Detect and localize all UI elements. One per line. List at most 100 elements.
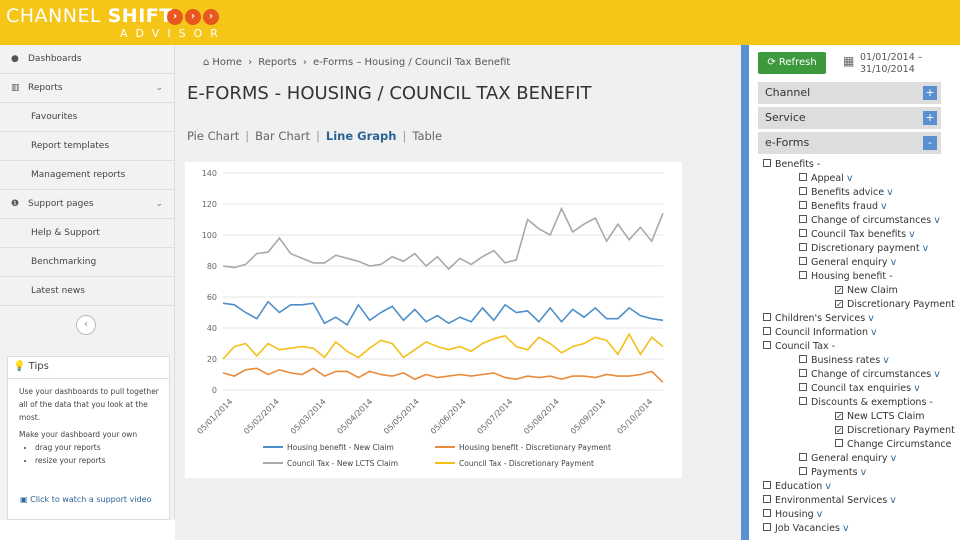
breadcrumb-home[interactable]: Home <box>212 57 242 68</box>
expand-icon[interactable]: v <box>931 215 940 226</box>
checkbox-checked[interactable]: ✓ <box>835 426 843 435</box>
expand-icon[interactable]: v <box>919 243 929 254</box>
tab-table[interactable]: Table <box>412 129 443 143</box>
sidebar-item-management-reports[interactable]: Management reports <box>0 161 175 190</box>
tree-item[interactable]: Change of circumstances v <box>799 368 940 382</box>
checkbox[interactable] <box>799 355 807 363</box>
checkbox[interactable] <box>799 383 807 391</box>
tree-item[interactable]: Benefits advice v <box>799 186 893 200</box>
tab-line-graph[interactable]: Line Graph <box>325 129 397 143</box>
checkbox[interactable] <box>799 397 807 405</box>
checkbox[interactable] <box>799 271 807 279</box>
checkbox[interactable] <box>799 453 807 461</box>
checkbox[interactable] <box>799 467 807 475</box>
tree-item[interactable]: Council Information v <box>763 326 877 340</box>
expand-icon[interactable]: v <box>931 369 940 380</box>
collapse-icon[interactable]: - <box>813 159 821 170</box>
sidebar-item-report-templates[interactable]: Report templates <box>0 132 175 161</box>
tree-item[interactable]: Children's Services v <box>763 312 874 326</box>
checkbox-checked[interactable]: ✓ <box>835 412 843 421</box>
tree-item[interactable]: Education v <box>763 480 831 494</box>
accordion-service[interactable]: Service + <box>758 107 941 129</box>
collapse-sidebar-button[interactable]: ‹ <box>76 315 96 335</box>
series-line[interactable] <box>222 300 664 327</box>
expand-icon[interactable]: v <box>822 481 831 492</box>
tree-item[interactable]: Change of circumstances v <box>799 214 940 228</box>
tree-item[interactable]: ✓ New Claim <box>835 284 898 298</box>
expand-icon[interactable]: v <box>839 523 849 534</box>
checkbox[interactable] <box>799 243 807 251</box>
checkbox[interactable] <box>799 187 807 195</box>
checkbox[interactable] <box>763 495 771 503</box>
expand-icon[interactable]: + <box>923 111 937 125</box>
tab-bar-chart[interactable]: Bar Chart <box>255 129 311 143</box>
sidebar-item-support-pages[interactable]: ❶ Support pages ⌄ <box>0 190 175 219</box>
expand-icon[interactable]: v <box>880 355 889 366</box>
brand-logo[interactable]: CHANNEL SHIFT <box>6 5 173 27</box>
expand-icon[interactable]: v <box>887 453 897 464</box>
collapse-icon[interactable]: - <box>923 136 937 150</box>
sidebar-item-benchmarking[interactable]: Benchmarking <box>0 248 175 277</box>
collapse-icon[interactable]: - <box>886 271 893 282</box>
expand-icon[interactable]: v <box>884 187 893 198</box>
tree-item[interactable]: Council Tax - <box>763 340 835 354</box>
sidebar-item-help-support[interactable]: Help & Support <box>0 219 175 248</box>
tree-item[interactable]: Council tax enquiries v <box>799 382 920 396</box>
expand-icon[interactable]: v <box>878 201 887 212</box>
series-line[interactable] <box>222 367 664 383</box>
sidebar-item-latest-news[interactable]: Latest news <box>0 277 175 306</box>
series-line[interactable] <box>222 332 664 360</box>
checkbox[interactable] <box>763 313 771 321</box>
checkbox-checked[interactable]: ✓ <box>835 286 843 295</box>
checkbox[interactable] <box>763 481 771 489</box>
expand-icon[interactable]: v <box>887 495 896 506</box>
checkbox[interactable] <box>799 201 807 209</box>
sidebar-item-reports[interactable]: ▥ Reports ⌄ <box>0 74 175 103</box>
tree-item[interactable]: Environmental Services v <box>763 494 896 508</box>
legend-label[interactable]: Council Tax - Discretionary Payment <box>459 459 594 468</box>
checkbox[interactable] <box>763 341 771 349</box>
expand-icon[interactable]: v <box>906 229 915 240</box>
date-range[interactable]: 01/01/2014 –31/10/2014 <box>860 52 923 76</box>
checkbox[interactable] <box>799 215 807 223</box>
sidebar-item-favourites[interactable]: Favourites <box>0 103 175 132</box>
collapse-icon[interactable]: - <box>926 397 933 408</box>
support-video-link[interactable]: ▣ Click to watch a support video <box>20 495 151 504</box>
tree-item[interactable]: General enquiry v <box>799 256 896 270</box>
tree-item[interactable]: Council Tax benefits v <box>799 228 915 242</box>
expand-icon[interactable]: v <box>865 313 874 324</box>
checkbox-checked[interactable]: ✓ <box>835 300 843 309</box>
tree-item[interactable]: Benefits fraud v <box>799 200 887 214</box>
checkbox[interactable] <box>799 369 807 377</box>
tree-item[interactable]: Housing benefit - <box>799 270 893 284</box>
expand-icon[interactable]: v <box>868 327 877 338</box>
tree-item[interactable]: Job Vacancies v <box>763 522 849 536</box>
tree-item[interactable]: General enquiry v <box>799 452 896 466</box>
tab-pie-chart[interactable]: Pie Chart <box>187 129 240 143</box>
legend-label[interactable]: Council Tax - New LCTS Claim <box>287 459 398 468</box>
tree-item[interactable]: Benefits - <box>763 158 820 172</box>
checkbox[interactable] <box>799 173 807 181</box>
checkbox[interactable] <box>835 439 843 447</box>
tree-item[interactable]: Payments v <box>799 466 866 480</box>
checkbox[interactable] <box>763 327 771 335</box>
tree-item[interactable]: Discounts & exemptions - <box>799 396 933 410</box>
refresh-button[interactable]: ⟳ Refresh <box>758 52 826 74</box>
tree-item[interactable]: Discretionary payment v <box>799 242 928 256</box>
checkbox[interactable] <box>799 229 807 237</box>
expand-icon[interactable]: v <box>843 173 853 184</box>
sidebar-item-dashboards[interactable]: ● Dashboards <box>0 45 175 74</box>
legend-label[interactable]: Housing benefit - New Claim <box>287 443 394 452</box>
tree-item[interactable]: Appeal v <box>799 172 853 186</box>
series-line[interactable] <box>222 206 664 271</box>
checkbox[interactable] <box>799 257 807 265</box>
calendar-icon[interactable]: ▦ <box>843 54 855 68</box>
expand-icon[interactable]: v <box>887 257 897 268</box>
expand-icon[interactable]: v <box>857 467 867 478</box>
expand-icon[interactable]: + <box>923 86 937 100</box>
legend-label[interactable]: Housing benefit - Discretionary Payment <box>459 443 611 452</box>
accordion-eforms[interactable]: e-Forms - <box>758 132 941 154</box>
checkbox[interactable] <box>763 159 771 167</box>
expand-icon[interactable]: v <box>813 509 823 520</box>
tree-item[interactable]: Change Circumstance <box>835 438 951 452</box>
